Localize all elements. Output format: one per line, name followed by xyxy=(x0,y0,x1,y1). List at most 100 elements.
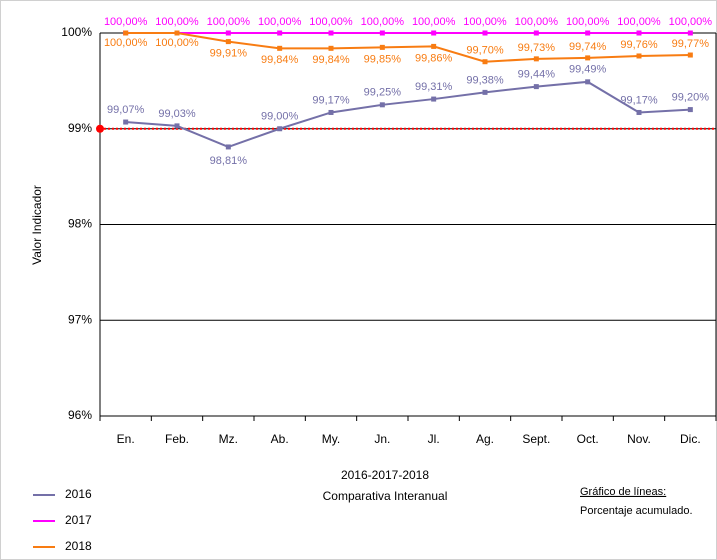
value-label: 100,00% xyxy=(515,16,559,28)
value-label: 99,74% xyxy=(569,41,607,53)
value-label: 99,20% xyxy=(672,92,710,104)
value-label: 99,91% xyxy=(210,48,248,60)
y-tick-label: 96% xyxy=(68,408,92,422)
marker xyxy=(225,144,231,150)
marker xyxy=(123,30,129,36)
value-label: 100,00% xyxy=(104,16,148,28)
value-label: 100,00% xyxy=(617,16,661,28)
y-tick-label: 99% xyxy=(68,121,92,135)
value-label: 100,00% xyxy=(412,16,456,28)
value-label: 99,17% xyxy=(312,94,350,106)
value-label: 99,85% xyxy=(364,53,402,65)
marker xyxy=(636,30,642,36)
value-label: 100,00% xyxy=(104,37,148,49)
value-label: 99,84% xyxy=(312,54,350,66)
x-tick-label: Mz. xyxy=(219,432,238,446)
y-tick-label: 100% xyxy=(61,25,92,39)
value-label: 99,07% xyxy=(107,104,145,116)
y-tick-label: 97% xyxy=(68,312,92,326)
value-label: 99,70% xyxy=(466,45,504,57)
marker xyxy=(277,45,283,51)
value-label: 100,00% xyxy=(258,16,302,28)
x-tick-label: En. xyxy=(117,432,135,446)
marker xyxy=(225,30,231,36)
value-label: 100,00% xyxy=(669,16,713,28)
x-tick-label: Jn. xyxy=(374,432,390,446)
marker xyxy=(328,109,334,115)
marker xyxy=(636,53,642,59)
value-label: 100,00% xyxy=(155,16,199,28)
x-tick-label: Ab. xyxy=(271,432,289,446)
value-label: 99,73% xyxy=(518,42,556,54)
marker xyxy=(482,59,488,65)
series-line xyxy=(125,32,691,63)
marker xyxy=(585,79,591,85)
series-line xyxy=(125,80,691,149)
marker xyxy=(585,55,591,61)
marker xyxy=(174,30,180,36)
marker xyxy=(431,30,437,36)
value-label: 99,86% xyxy=(415,52,453,64)
marker xyxy=(277,126,283,132)
value-label: 100,00% xyxy=(566,16,610,28)
marker xyxy=(636,109,642,115)
marker xyxy=(277,30,283,36)
marker xyxy=(328,45,334,51)
value-label: 99,03% xyxy=(158,108,196,120)
value-label: 99,84% xyxy=(261,54,299,66)
legend-label: 2017 xyxy=(65,513,92,527)
value-label: 99,38% xyxy=(466,74,504,86)
marker xyxy=(225,39,231,45)
marker xyxy=(585,30,591,36)
y-tick-label: 98% xyxy=(68,217,92,231)
value-label: 99,17% xyxy=(620,94,658,106)
subtitle: Comparativa Interanual xyxy=(323,489,448,503)
marker xyxy=(431,43,437,49)
value-label: 99,76% xyxy=(620,39,658,51)
marker xyxy=(123,119,129,125)
value-label: 100,00% xyxy=(309,16,353,28)
marker xyxy=(482,30,488,36)
x-tick-label: Sept. xyxy=(522,432,550,446)
marker xyxy=(533,56,539,62)
x-tick-label: Oct. xyxy=(577,432,599,446)
value-label: 99,31% xyxy=(415,81,453,93)
annotation: Porcentaje acumulado. xyxy=(580,505,693,517)
target-marker xyxy=(96,124,104,133)
x-tick-label: Dic. xyxy=(680,432,701,446)
marker xyxy=(533,30,539,36)
marker xyxy=(687,52,693,58)
marker xyxy=(379,30,385,36)
value-label: 99,00% xyxy=(261,111,299,123)
legend-label: 2016 xyxy=(65,487,92,501)
x-axis-label: 2016-2017-2018 xyxy=(341,468,429,482)
legend-label: 2018 xyxy=(65,539,92,553)
value-label: 99,77% xyxy=(672,38,710,50)
value-label: 100,00% xyxy=(361,16,405,28)
annotation: Gráfico de líneas: xyxy=(580,486,666,498)
x-tick-label: Ag. xyxy=(476,432,494,446)
y-axis-label: Valor Indicador xyxy=(30,185,44,265)
marker xyxy=(687,107,693,113)
marker xyxy=(431,96,437,102)
marker xyxy=(379,44,385,50)
marker xyxy=(328,30,334,36)
marker xyxy=(533,84,539,90)
value-label: 99,44% xyxy=(518,69,556,81)
value-label: 100,00% xyxy=(207,16,251,28)
marker xyxy=(687,30,693,36)
value-label: 99,49% xyxy=(569,64,607,76)
marker xyxy=(174,123,180,129)
x-tick-label: Nov. xyxy=(627,432,651,446)
marker xyxy=(379,102,385,108)
x-tick-label: Feb. xyxy=(165,432,189,446)
marker xyxy=(482,89,488,95)
value-label: 100,00% xyxy=(155,37,199,49)
value-label: 100,00% xyxy=(463,16,507,28)
x-tick-label: Jl. xyxy=(428,432,440,446)
value-label: 98,81% xyxy=(210,155,248,167)
value-label: 99,25% xyxy=(364,87,402,99)
x-tick-label: My. xyxy=(322,432,340,446)
